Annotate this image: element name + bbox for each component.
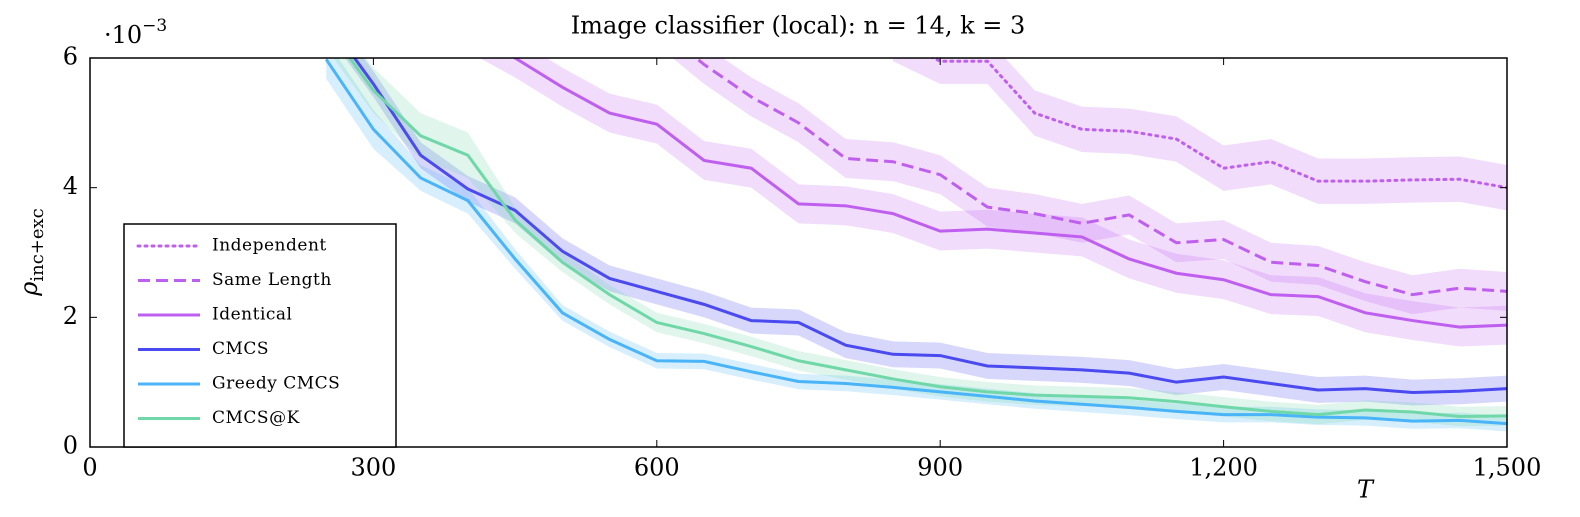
x-tick-label: 600 (634, 454, 680, 482)
series-line (511, 58, 1507, 329)
axes: 0 300 600 900 1,200 1,500 0 2 4 6 (63, 43, 1542, 482)
y-axis-label: ρinc+exc (15, 208, 49, 297)
y-axis-symbol: ρ (15, 282, 43, 297)
error-band (892, 58, 1507, 211)
x-tick-label: 300 (350, 454, 396, 482)
x-tick-label: 900 (917, 454, 963, 482)
y-tick-label: 6 (63, 43, 78, 71)
error-band (326, 58, 1507, 432)
y-scale-base: ·10 (104, 21, 142, 49)
legend-label: CMCS (212, 339, 269, 359)
legend: Independent Same Length Identical CMCS Greed… (123, 223, 397, 448)
bands (326, 58, 1507, 432)
x-tick-label: 1,500 (1473, 454, 1542, 482)
x-tick-label: 0 (82, 454, 97, 482)
legend-label: Identical (212, 305, 292, 325)
y-tick-label: 2 (63, 302, 78, 330)
x-axis-label: T (1357, 476, 1375, 504)
plot-frame (89, 57, 1508, 448)
series-line (693, 58, 1507, 297)
y-scale: ·10−3 (104, 16, 167, 49)
legend-box (123, 223, 397, 448)
legend-label: Greedy CMCS (212, 374, 340, 394)
chart-title: Image classifier (local): n = 14, k = 3 (571, 12, 1026, 40)
x-tick-label: 1,200 (1189, 454, 1258, 482)
legend-label: CMCS@K (212, 408, 300, 428)
series-line (352, 58, 1507, 395)
error-band (479, 58, 1507, 347)
y-scale-exponent: −3 (142, 16, 167, 36)
legend-label: Same Length (212, 270, 332, 290)
lines (324, 58, 1507, 426)
y-tick-label: 0 (63, 432, 78, 460)
y-axis-subscript: inc+exc (27, 208, 48, 281)
legend-label: Independent (212, 236, 327, 256)
error-band (672, 58, 1507, 315)
series-line (324, 58, 1507, 426)
series-line (929, 58, 1507, 190)
series-line (347, 58, 1507, 419)
y-tick-label: 4 (63, 172, 78, 200)
